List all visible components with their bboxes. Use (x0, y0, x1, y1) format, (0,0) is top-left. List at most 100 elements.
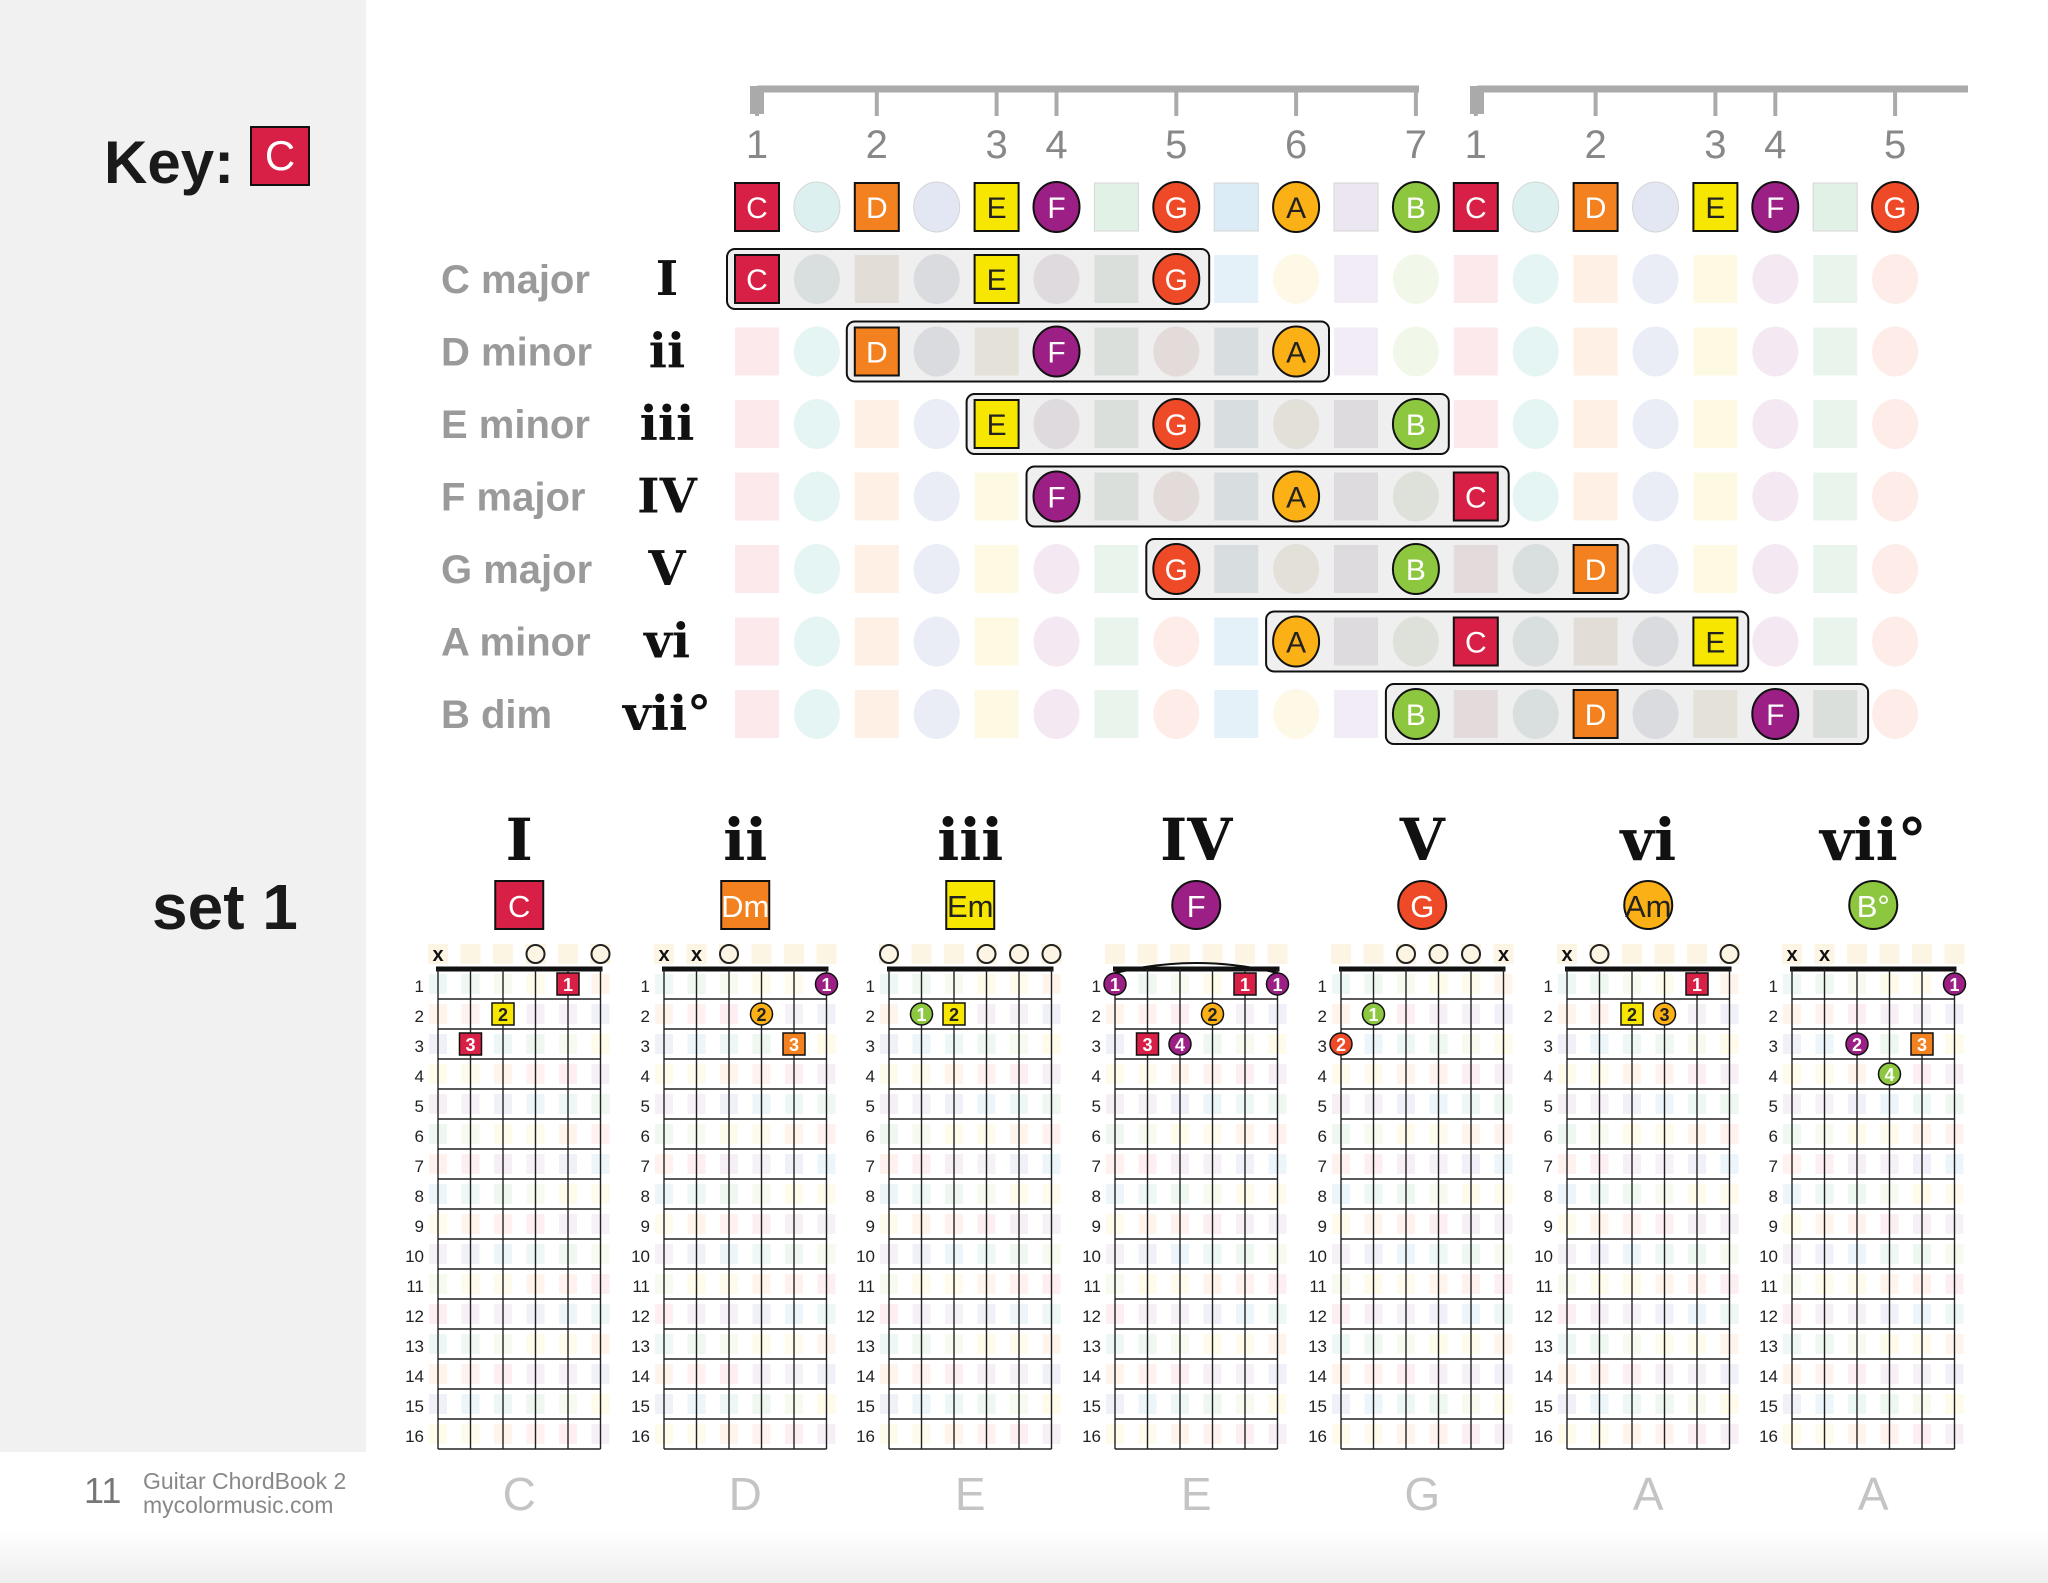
open-string-mark (1009, 944, 1029, 964)
faded-cell (974, 690, 1019, 738)
finger-number: 1 (821, 975, 831, 995)
in-box-cell (913, 326, 960, 377)
chord-tone (1692, 616, 1739, 667)
faded-cell (1632, 254, 1679, 304)
fret-number: 14 (856, 1367, 875, 1386)
note-letter: G (1165, 409, 1188, 442)
faded-cell (1872, 254, 1919, 304)
chord-tone (1032, 325, 1081, 378)
fret-number: 12 (1534, 1307, 1553, 1326)
faded-cell (1453, 255, 1498, 303)
chord-tone (1272, 615, 1321, 668)
in-box-cell (1094, 400, 1139, 448)
fret-number: 14 (1534, 1367, 1553, 1386)
fret-number: 13 (405, 1337, 424, 1356)
bottom-footer-strip (0, 1530, 2048, 1583)
chord-box (726, 248, 1211, 310)
chord-box (1025, 465, 1510, 528)
faded-cell (854, 255, 899, 303)
fret-number: 1 (866, 977, 875, 996)
fret-number: 11 (1309, 1277, 1327, 1296)
open-string-cell (654, 944, 674, 964)
fret-number: 3 (1769, 1037, 1778, 1056)
fret-number: 9 (641, 1217, 650, 1236)
open-string-cell (1041, 944, 1062, 964)
finger-number: 2 (1627, 1005, 1637, 1025)
chord-box (965, 393, 1450, 455)
fret-number: 10 (631, 1247, 650, 1266)
faded-cell (1214, 327, 1259, 376)
finger-dot (1652, 1002, 1677, 1026)
faded-cell (1214, 255, 1259, 303)
note-letter: F (1047, 192, 1065, 225)
roman-numeral: ii (649, 324, 685, 380)
open-string-cell (1461, 944, 1481, 964)
open-string-cell (1589, 944, 1610, 964)
fret-number: 3 (415, 1037, 424, 1056)
muted-string-mark: x (1819, 944, 1830, 966)
fret-number: 7 (1544, 1157, 1553, 1176)
faded-cell (735, 472, 779, 521)
faded-cell (793, 254, 840, 304)
chord-tone (973, 254, 1020, 304)
chord-row-name: C major (441, 258, 590, 302)
chord-name-label: B° (1857, 889, 1890, 924)
note-letter: E (987, 409, 1007, 442)
fret-number: 13 (1082, 1337, 1101, 1356)
fret-number: 8 (1769, 1187, 1778, 1206)
faded-cell (1693, 472, 1738, 521)
fret-number: 5 (1318, 1097, 1327, 1116)
open-string-cell (944, 944, 964, 964)
scale-note (1751, 181, 1800, 233)
open-string-cell (1428, 944, 1449, 964)
faded-cell (735, 545, 779, 593)
faded-cell (1214, 617, 1259, 666)
faded-cell (1334, 400, 1378, 448)
faded-cell (1752, 399, 1799, 449)
faded-cell (1392, 326, 1439, 377)
note-letter: F (1766, 699, 1784, 732)
finger-number: 2 (1852, 1035, 1862, 1055)
faded-cell (1153, 689, 1200, 739)
open-string-cell (1814, 944, 1835, 964)
faded-cell (1094, 400, 1139, 448)
degree-number: 1 (1465, 123, 1487, 167)
note-letter: E (1705, 192, 1725, 225)
fret-number: 9 (1092, 1217, 1101, 1236)
open-string-mark (1461, 944, 1481, 964)
note-letter: F (1766, 192, 1784, 225)
note-letter: B (1406, 192, 1426, 225)
fret-number: 2 (415, 1007, 424, 1026)
fret-number: 13 (856, 1337, 875, 1356)
note-letter: E (987, 192, 1007, 225)
chord-name-label: Dm (721, 889, 769, 924)
faded-cell (1573, 617, 1618, 666)
fret-number: 2 (866, 1007, 875, 1026)
chord-row-name: E minor (441, 403, 590, 447)
faded-cell (793, 326, 840, 377)
note-letter: A (1286, 192, 1306, 225)
muted-string-mark: x (432, 944, 443, 966)
finger-dot (1265, 972, 1290, 996)
fret-number: 2 (1318, 1007, 1327, 1026)
chord-name-badge (1397, 880, 1448, 930)
book-title: Guitar ChordBook 2 (143, 1468, 347, 1494)
faded-cell (913, 616, 960, 667)
note-letter: C (746, 192, 768, 225)
faded-cell (974, 545, 1019, 593)
faded-cell (1273, 544, 1320, 594)
chord-name-badge (720, 880, 771, 930)
chord-tone (1391, 398, 1440, 450)
roman-numeral: iii (640, 396, 695, 452)
diagram-bottom-note: E (1181, 1468, 1212, 1520)
fret-number: 14 (1308, 1367, 1327, 1386)
open-string-cell (1331, 944, 1351, 964)
fret-number: 9 (415, 1217, 424, 1236)
fret-number: 4 (1092, 1067, 1101, 1086)
faded-cell (913, 471, 960, 522)
fret-number: 8 (866, 1187, 875, 1206)
open-string-cell (1782, 944, 1802, 964)
fret-number: 2 (1769, 1007, 1778, 1026)
